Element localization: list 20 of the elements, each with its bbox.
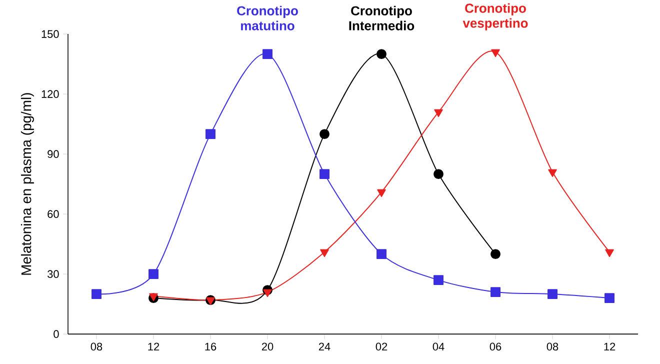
text: Cronotipo vespertino (462, 3, 528, 30)
x-tick-label: 16 (205, 342, 216, 351)
y-tick-label: 120 (42, 90, 59, 98)
text: Cronotipo matutino (237, 6, 298, 30)
x-tick-label: 02 (376, 342, 388, 351)
x-tick-label: 04 (432, 342, 444, 351)
y-tick-label: 30 (48, 270, 59, 278)
x-tick-label: 12 (148, 342, 160, 350)
x-tick-label: 08 (546, 342, 558, 351)
x-tick-label: 20 (262, 342, 274, 351)
x-tick-label: 12 (604, 342, 616, 350)
x-tick-label: 06 (490, 342, 502, 351)
y-tick-label: 150 (42, 30, 59, 38)
text: Cronotipo Intermedio (349, 6, 414, 30)
x-tick-label: 24 (318, 342, 330, 350)
x-tick-label: 08 (90, 342, 102, 351)
y-axis-title: Melatonina en plasma (pg/ml) (20, 93, 34, 275)
y-tick-label: 0 (54, 330, 59, 338)
y-tick-label: 90 (48, 150, 59, 158)
y-tick-label: 60 (48, 210, 59, 218)
